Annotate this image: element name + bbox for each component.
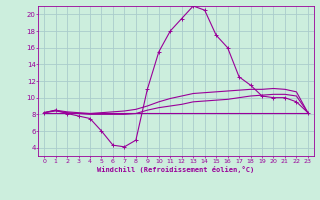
X-axis label: Windchill (Refroidissement éolien,°C): Windchill (Refroidissement éolien,°C)	[97, 166, 255, 173]
